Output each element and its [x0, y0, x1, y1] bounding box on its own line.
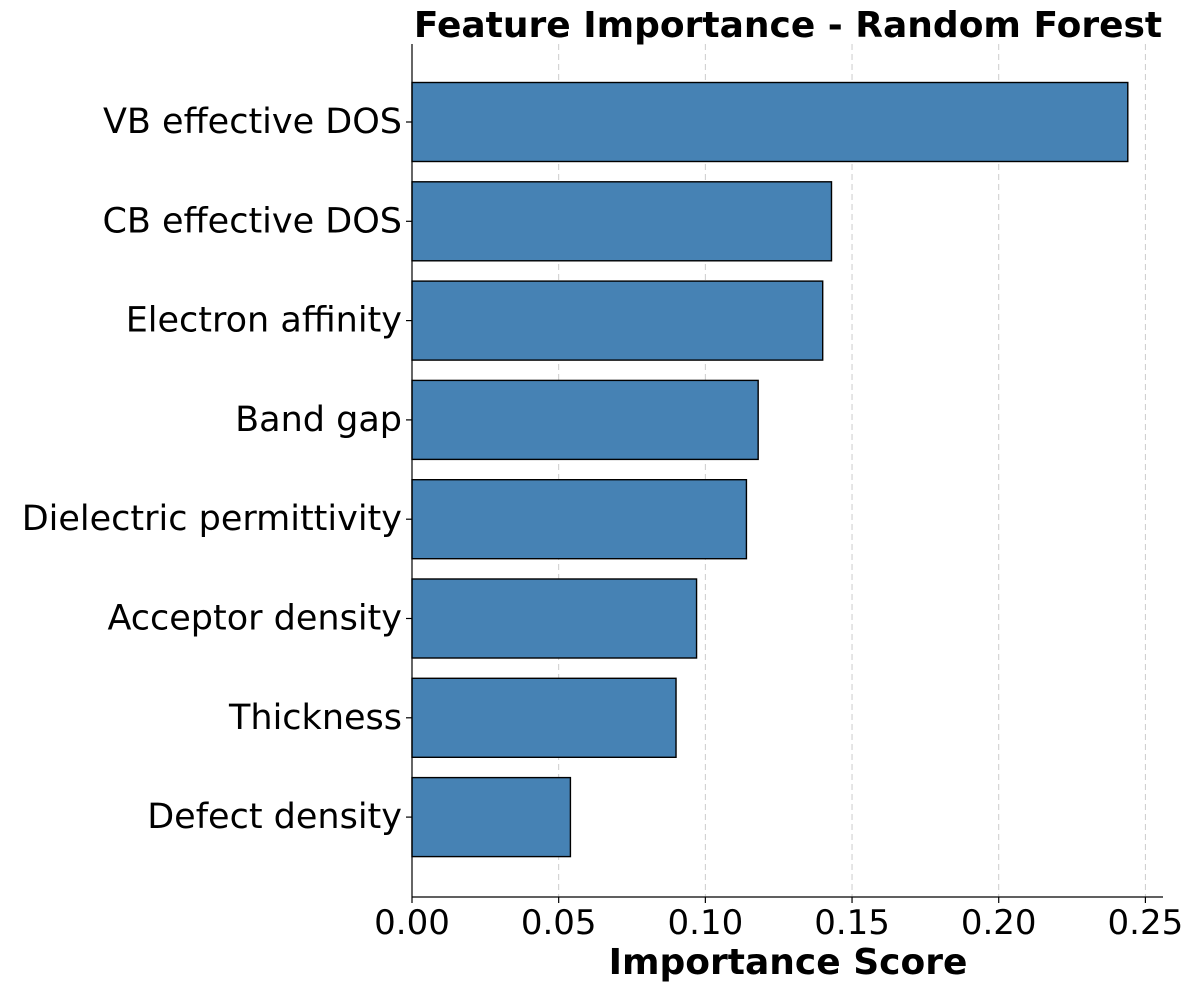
category-label: Electron affinity [126, 301, 402, 341]
x-tick-label: 0.00 [374, 903, 450, 943]
x-tick-label: 0.15 [814, 903, 890, 943]
bar [411, 81, 1129, 163]
category-label: Dielectric permittivity [22, 499, 402, 539]
x-tick-labels: 0.00 0.05 0.10 0.15 0.20 0.25 [374, 903, 1183, 943]
bar [411, 578, 698, 659]
category-label: Defect density [147, 797, 402, 837]
category-label: Band gap [235, 400, 402, 440]
category-label: CB effective DOS [102, 201, 402, 241]
x-tick-label: 0.25 [1108, 903, 1184, 943]
category-label: VB effective DOS [103, 102, 402, 142]
x-tick-label: 0.20 [961, 903, 1037, 943]
bar [411, 181, 833, 262]
bar [411, 479, 748, 560]
bars [411, 81, 1129, 858]
grid-lines [558, 44, 1146, 897]
category-labels: VB effective DOS CB effective DOS Electron… [22, 102, 402, 837]
bar [411, 776, 572, 858]
chart-title: Feature Importance - Random Forest [414, 5, 1162, 46]
x-tick-label: 0.05 [521, 903, 597, 943]
category-label: Thickness [228, 698, 402, 738]
axes [406, 44, 1163, 903]
x-tick-label: 0.10 [668, 903, 744, 943]
category-label: Acceptor density [107, 599, 402, 639]
bar [411, 379, 759, 461]
bar [411, 677, 677, 758]
x-axis-label: Importance Score [609, 942, 968, 983]
bar [411, 280, 824, 361]
